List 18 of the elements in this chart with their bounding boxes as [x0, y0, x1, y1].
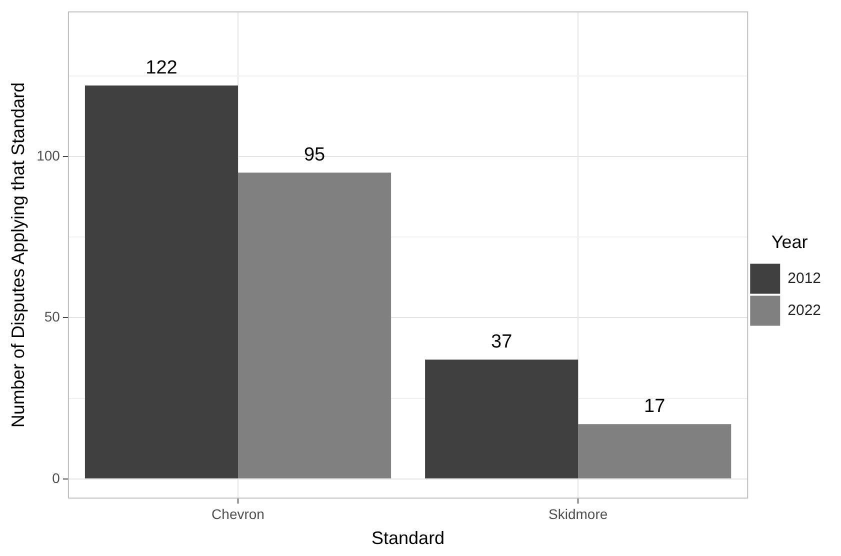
data-label: 37 — [491, 331, 512, 352]
bar — [238, 172, 392, 478]
data-label: 95 — [304, 144, 326, 166]
legend-label: 2012 — [788, 270, 822, 287]
data-label: 122 — [146, 57, 178, 78]
bar — [425, 360, 578, 478]
y-tick-label: 100 — [36, 147, 60, 164]
y-tick-label: 50 — [44, 308, 60, 325]
legend-title: Year — [771, 232, 808, 252]
x-tick-label: Skidmore — [548, 506, 608, 522]
bar — [84, 86, 238, 478]
x-axis-title: Standard — [372, 528, 445, 548]
y-tick-label: 0 — [52, 470, 60, 486]
y-axis-title: Number of Disputes Applying that Standard — [8, 82, 28, 428]
bar — [578, 424, 732, 478]
x-tick-label: Chevron — [212, 506, 264, 522]
data-label: 17 — [644, 396, 666, 417]
legend-label: 2022 — [788, 302, 822, 319]
